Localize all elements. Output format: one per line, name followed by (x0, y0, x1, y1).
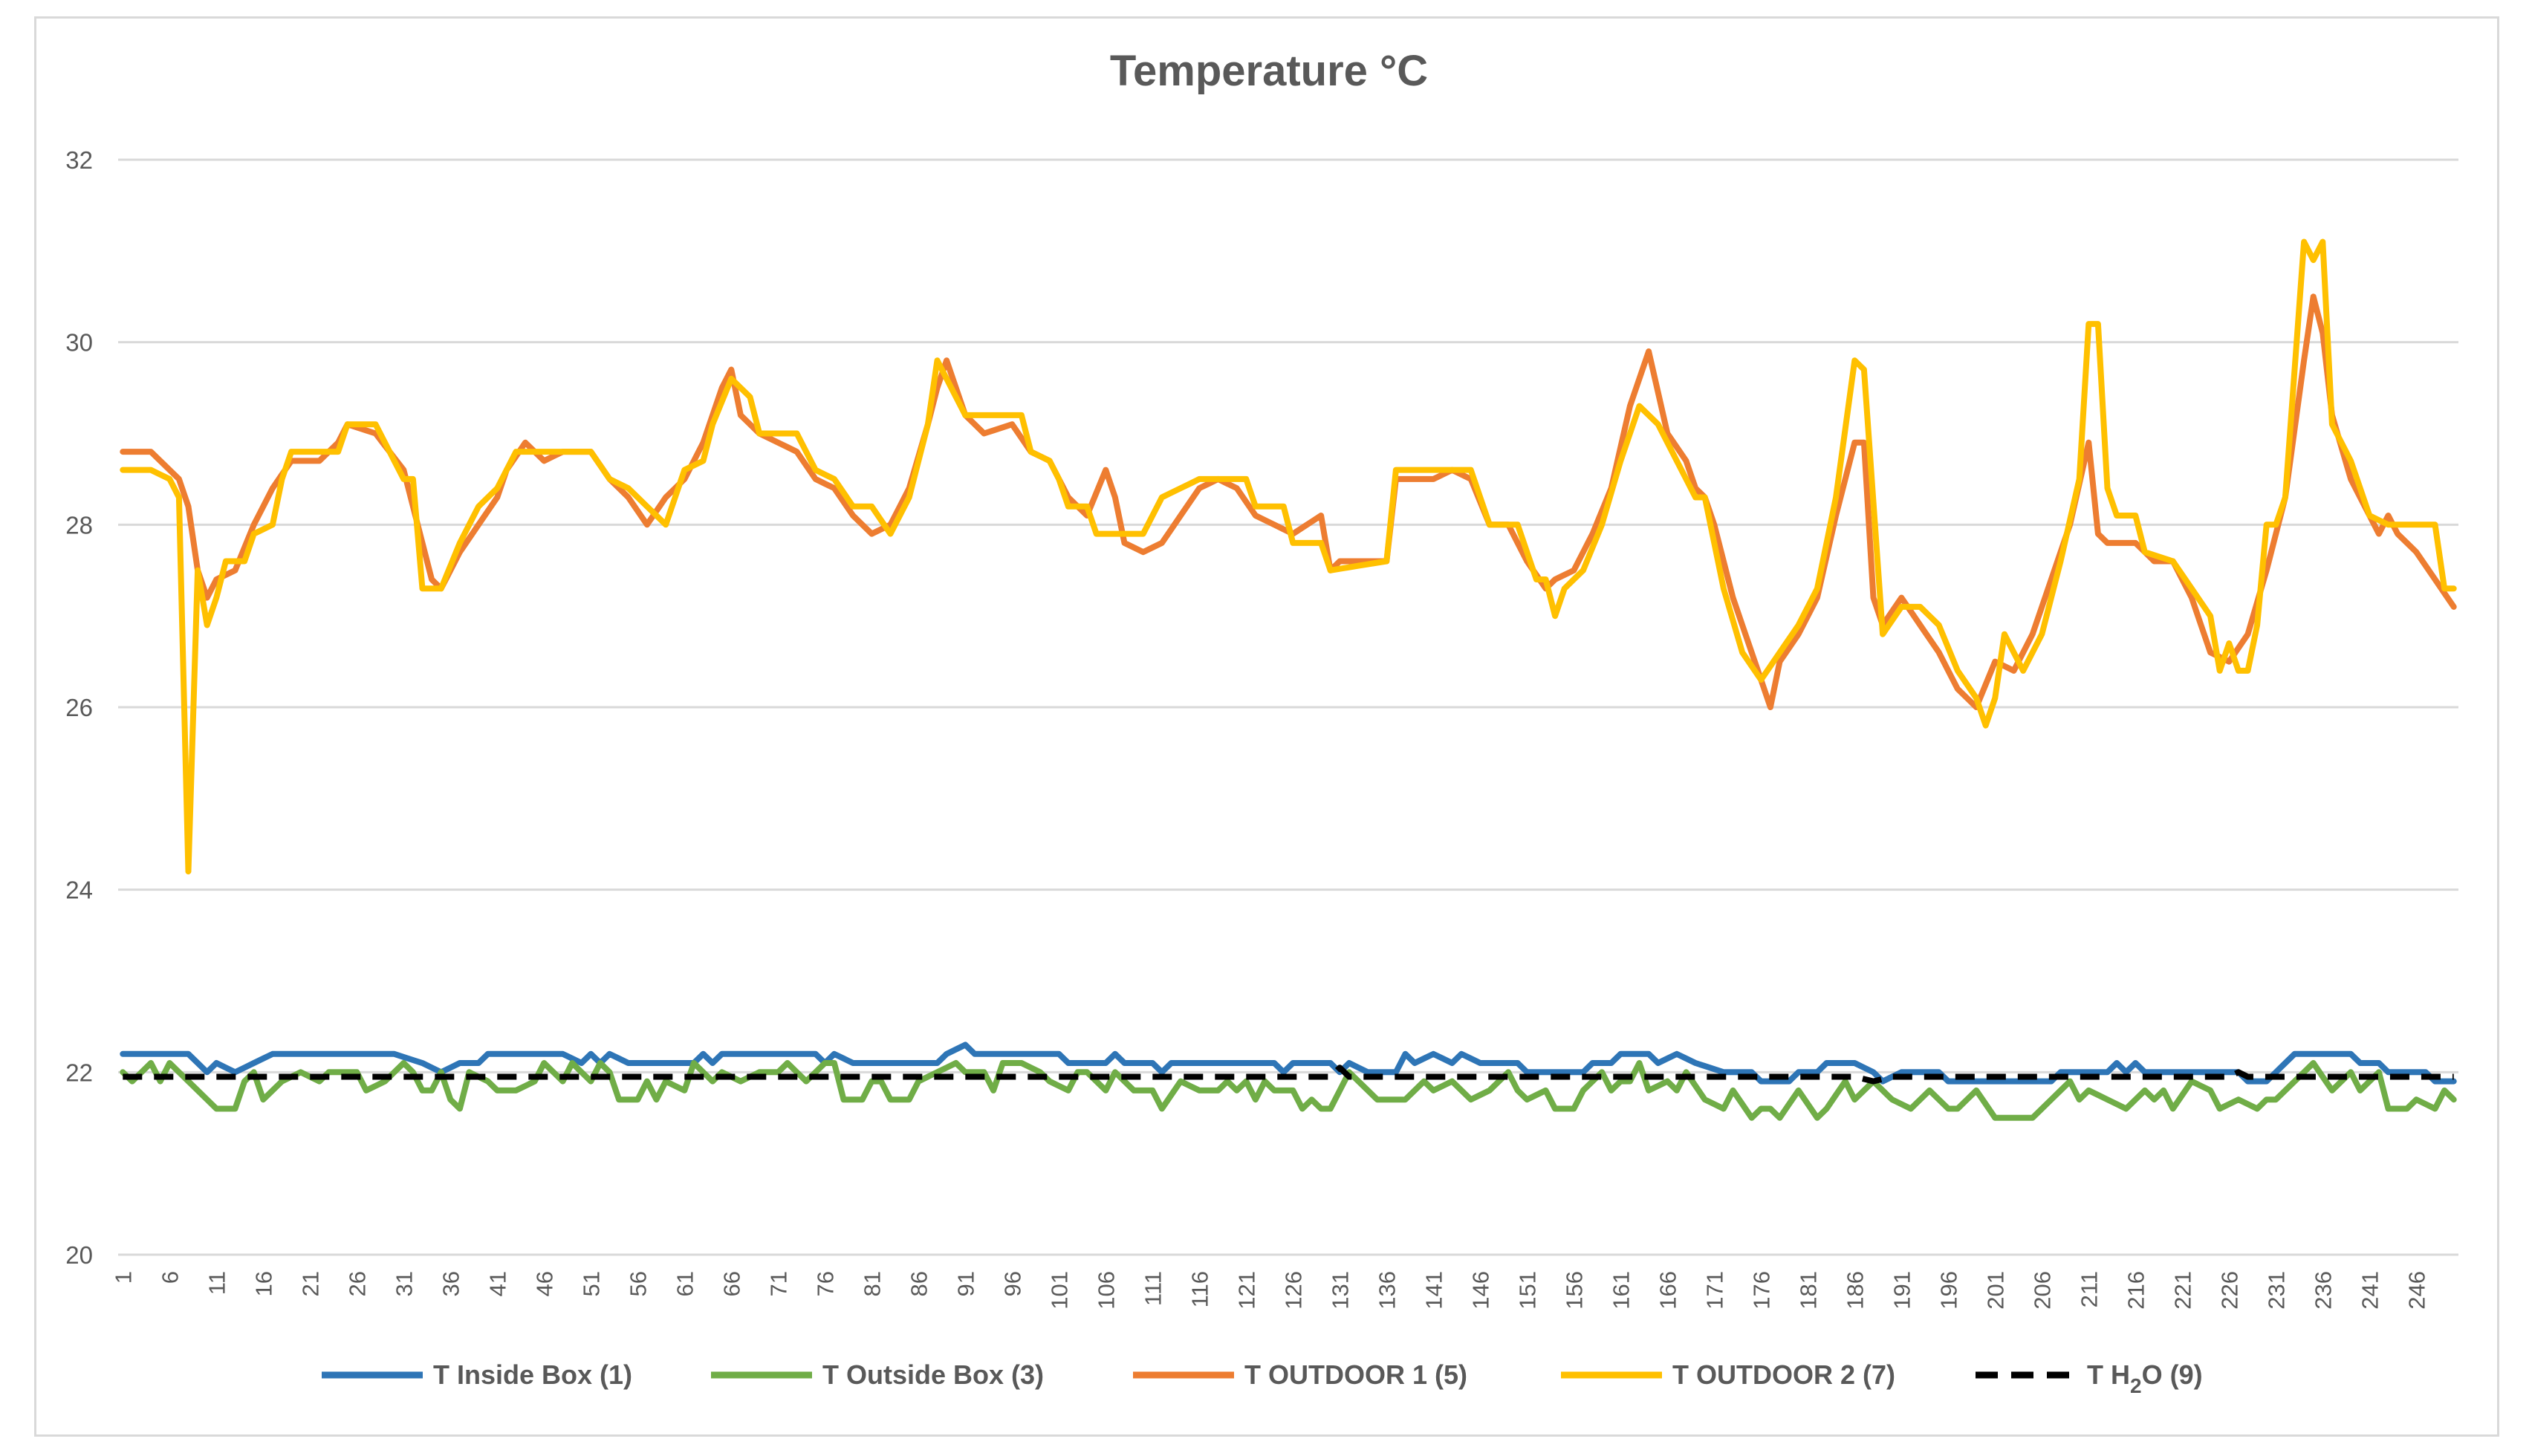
x-tick-label: 106 (1093, 1271, 1119, 1310)
x-tick-label: 6 (157, 1271, 183, 1284)
x-tick-label: 61 (672, 1271, 698, 1296)
x-tick-label: 161 (1608, 1271, 1634, 1310)
series-line-3 (120, 293, 2457, 710)
x-tick-label: 246 (2403, 1271, 2429, 1310)
x-tick-label: 71 (765, 1271, 791, 1296)
x-tick-label: 201 (1982, 1271, 2008, 1310)
x-tick-label: 46 (531, 1271, 557, 1296)
x-tick-label: 151 (1514, 1271, 1540, 1310)
y-tick-label: 30 (65, 329, 93, 357)
x-tick-label: 16 (250, 1271, 276, 1296)
x-tick-label: 216 (2123, 1271, 2149, 1310)
x-tick-label: 241 (2357, 1271, 2383, 1310)
y-tick-label: 32 (65, 146, 93, 174)
x-tick-label: 226 (2216, 1271, 2242, 1310)
x-tick-label: 11 (204, 1271, 230, 1295)
series-line-1 (120, 1041, 2457, 1085)
x-tick-label: 56 (625, 1271, 651, 1296)
x-tick-label: 141 (1421, 1271, 1447, 1310)
x-tick-label: 191 (1889, 1271, 1915, 1310)
y-tick-label: 22 (65, 1059, 93, 1086)
legend-label-4: T OUTDOOR 2 (7) (1672, 1359, 1895, 1390)
x-tick-label: 171 (1701, 1271, 1727, 1310)
x-tick-label: 166 (1655, 1271, 1681, 1310)
x-tick-label: 101 (1046, 1271, 1072, 1310)
x-tick-label: 116 (1187, 1271, 1213, 1307)
chart-title: Temperature °C (1110, 47, 1428, 95)
legend-label-2: T Outside Box (3) (822, 1359, 1044, 1390)
x-tick-label: 26 (344, 1271, 370, 1296)
x-axis-ticks: 1 6 11 16 21 26 31 36 41 46 51 56 61 66 71 76 81 86 91 96 10… (110, 1271, 2429, 1310)
x-tick-label: 76 (812, 1271, 838, 1296)
x-tick-label: 51 (578, 1271, 604, 1296)
x-tick-label: 81 (859, 1271, 885, 1296)
x-tick-label: 131 (1327, 1271, 1353, 1310)
series-line-4 (120, 238, 2457, 875)
x-tick-label: 31 (391, 1271, 417, 1296)
x-tick-label: 146 (1467, 1271, 1493, 1310)
x-tick-label: 181 (1795, 1271, 1821, 1310)
legend: T Inside Box (1) T Outside Box (3) T OUTDO… (322, 1359, 2203, 1397)
legend-label-5: T H2O (9) (2087, 1359, 2203, 1397)
x-tick-label: 86 (906, 1271, 932, 1296)
series-group (120, 238, 2457, 1121)
x-tick-label: 136 (1374, 1271, 1400, 1310)
x-tick-label: 126 (1280, 1271, 1306, 1310)
x-tick-label: 121 (1233, 1271, 1259, 1310)
x-tick-label: 21 (297, 1271, 323, 1296)
x-tick-label: 96 (999, 1271, 1025, 1296)
x-tick-label: 66 (718, 1271, 744, 1296)
x-tick-label: 176 (1748, 1271, 1774, 1310)
x-tick-label: 156 (1561, 1271, 1587, 1310)
x-tick-label: 221 (2169, 1271, 2195, 1310)
legend-label-1: T Inside Box (1) (433, 1359, 632, 1390)
x-tick-label: 206 (2029, 1271, 2055, 1310)
x-tick-label: 196 (1935, 1271, 1961, 1310)
x-tick-label: 186 (1842, 1271, 1868, 1310)
x-tick-label: 211 (2076, 1271, 2102, 1307)
y-tick-label: 24 (65, 877, 93, 904)
chart-frame: Temperature °C 20 22 24 26 28 30 32 1 6 11 16 21 26… (34, 16, 2499, 1437)
legend-label-3: T OUTDOOR 1 (5) (1244, 1359, 1467, 1390)
y-tick-label: 28 (65, 511, 93, 539)
x-tick-label: 231 (2263, 1271, 2289, 1310)
y-tick-label: 26 (65, 694, 93, 721)
x-tick-label: 111 (1140, 1271, 1166, 1306)
x-tick-label: 36 (438, 1271, 464, 1296)
series-line-2 (120, 1060, 2457, 1121)
x-tick-label: 1 (110, 1271, 136, 1284)
x-tick-label: 91 (952, 1271, 978, 1296)
series-line-5 (123, 1065, 2454, 1085)
x-tick-label: 236 (2310, 1271, 2336, 1310)
gridlines (118, 158, 2458, 1073)
x-tick-label: 41 (484, 1271, 510, 1296)
y-tick-label: 20 (65, 1241, 93, 1269)
y-axis-ticks: 20 22 24 26 28 30 32 (65, 146, 93, 1269)
